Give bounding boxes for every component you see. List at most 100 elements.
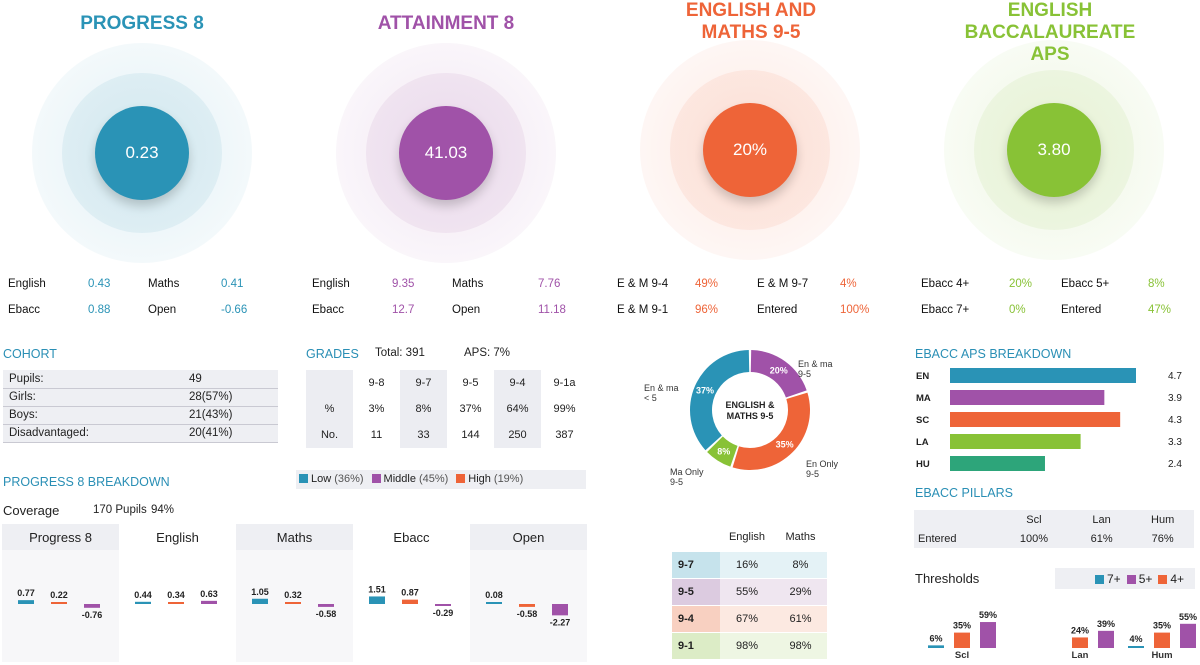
threshold-bar-label: 35% xyxy=(953,621,971,631)
p8-bar xyxy=(252,598,268,604)
legend-swatch xyxy=(1126,575,1136,584)
p8-bar-label: 0.44 xyxy=(134,590,152,600)
pillar-header-hum: Hum xyxy=(1151,513,1175,526)
grades-no-cell: 144 xyxy=(461,429,480,441)
p8-bar xyxy=(18,600,34,604)
em-english: 98% xyxy=(720,632,774,660)
p8-column-header: Maths xyxy=(236,524,353,550)
threshold-bar-label: 39% xyxy=(1097,619,1115,629)
em-header-english: English xyxy=(720,524,774,552)
pillar-row-label: Entered xyxy=(918,532,957,545)
p8-bar-label: 0.32 xyxy=(284,590,302,600)
kpi-value-bubble: 41.03 xyxy=(399,106,493,200)
p8-column-header: Progress 8 xyxy=(2,524,119,550)
p8-bar xyxy=(51,602,67,604)
p8-bar xyxy=(285,602,301,604)
cohort-value: 49 xyxy=(183,370,278,389)
threshold-category-label: Lan xyxy=(1072,650,1089,661)
legend-pct: (19%) xyxy=(493,473,524,485)
donut-category-label: 9-5 xyxy=(806,469,819,479)
p8-bar xyxy=(486,602,502,604)
kpi-stat-value: 0.41 xyxy=(221,278,244,290)
aps-category-label: LA xyxy=(916,437,929,448)
kpi-stat-value: 47% xyxy=(1148,304,1172,316)
grades-header-cell: 9-4 xyxy=(494,370,541,396)
kpi-value-bubble: 3.80 xyxy=(1007,103,1101,197)
pillar-value-lan: 61% xyxy=(1090,532,1113,545)
em-grade: 9-5 xyxy=(672,578,720,606)
pillar-value-hum: 76% xyxy=(1151,532,1174,545)
p8-bar-label: -0.76 xyxy=(82,610,103,620)
legend-text: 4+ xyxy=(1170,572,1185,586)
aps-value-label: 3.3 xyxy=(1168,437,1182,448)
grades-no-cell: 387 xyxy=(555,429,574,441)
kpi-stat-value: 0.88 xyxy=(88,304,111,316)
kpi-stat-label: English xyxy=(312,278,350,290)
legend-item-high: High (19%) xyxy=(456,473,523,485)
em-maths: 61% xyxy=(774,605,827,633)
p8-column-header: Open xyxy=(470,524,587,550)
kpi-stat-value: 11.18 xyxy=(538,304,566,316)
em-grade: 9-1 xyxy=(672,632,720,660)
aps-value-label: 2.4 xyxy=(1168,459,1182,470)
grades-pct-cell: 99% xyxy=(553,403,576,415)
kpi-stat-label: Ebacc 5+ xyxy=(1061,278,1110,290)
grades-pct-row: % 3% 8% 37% 64% 99% xyxy=(306,396,588,422)
kpi-stat-label: Ebacc 7+ xyxy=(921,304,970,316)
grades-pct-label: % xyxy=(306,396,353,422)
p8-column-header: Ebacc xyxy=(353,524,470,550)
threshold-bar xyxy=(1098,630,1114,648)
threshold-bar-label: 4% xyxy=(1129,634,1142,644)
donut-slice xyxy=(750,350,807,398)
grades-no-row: No. 11 33 144 250 387 xyxy=(306,422,588,448)
legend-swatch xyxy=(1158,575,1168,584)
threshold-category-label: Scl xyxy=(955,650,969,661)
p8-column-header: English xyxy=(119,524,236,550)
threshold-bar-label: 59% xyxy=(979,610,997,620)
aps-value-label: 3.9 xyxy=(1168,393,1182,404)
kpi-stat-value: 96% xyxy=(695,304,719,316)
em-english: 16% xyxy=(720,551,774,579)
threshold-bar xyxy=(1154,632,1170,648)
grades-pct-cell: 64% xyxy=(494,396,541,422)
donut-slice-label: 20% xyxy=(770,365,788,375)
cohort-row: Boys: 21(43%) xyxy=(3,406,278,425)
p8-bar xyxy=(201,600,217,604)
em-row: 9-4 67% 61% xyxy=(672,605,827,633)
donut-slice-label: 35% xyxy=(776,440,794,450)
kpi-value-bubble: 0.23 xyxy=(95,106,189,200)
threshold-bar xyxy=(1072,637,1088,648)
aps-bar xyxy=(950,390,1105,405)
p8-bar xyxy=(369,596,385,604)
p8-bar xyxy=(552,604,568,616)
kpi-stat-value: 20% xyxy=(1009,278,1033,290)
cohort-row: Disadvantaged: 20(41%) xyxy=(3,424,278,443)
cohort-table: Pupils: 49 Girls: 28(57%) Boys: 21(43%) Disadv… xyxy=(3,370,278,443)
cohort-title: COHORT xyxy=(3,347,57,361)
kpi-stat-label: Open xyxy=(148,304,177,316)
kpi-stat-label: Maths xyxy=(148,278,180,290)
p8-bar-label: 1.51 xyxy=(368,584,386,594)
legend-text: Low xyxy=(311,473,332,485)
legend-pct: (45%) xyxy=(418,473,449,485)
kpi-stat-label: Open xyxy=(452,304,481,316)
kpi-stat-label: Entered xyxy=(1061,304,1102,316)
grades-total: Total: 391 xyxy=(375,347,425,359)
english-maths-grade-table: English Maths 9-7 16% 8% 9-5 55% 29% 9-4 67% 61%… xyxy=(672,524,827,660)
kpi-title-english-maths: ENGLISH AND MATHS 9-5 xyxy=(685,0,817,43)
threshold-bar xyxy=(980,622,996,648)
pillar-value-scl: 100% xyxy=(1019,532,1049,545)
grades-header-cell: 9-7 xyxy=(400,370,447,396)
kpi-stat-value: 8% xyxy=(1148,278,1165,290)
grades-header-row: 9-8 9-7 9-5 9-4 9-1a xyxy=(306,370,588,396)
threshold-bar xyxy=(928,645,944,648)
em-english: 55% xyxy=(720,578,774,606)
cohort-value: 20(41%) xyxy=(183,424,278,443)
ebacc-pillars-title: EBACC PILLARS xyxy=(915,486,1013,500)
kpi-stat-value: 0% xyxy=(1009,304,1026,316)
grades-no-cell: 250 xyxy=(494,422,541,448)
grades-header-cell: 9-1a xyxy=(553,377,576,389)
kpi-stat-label: Maths xyxy=(452,278,484,290)
threshold-bar-label: 24% xyxy=(1071,625,1089,635)
